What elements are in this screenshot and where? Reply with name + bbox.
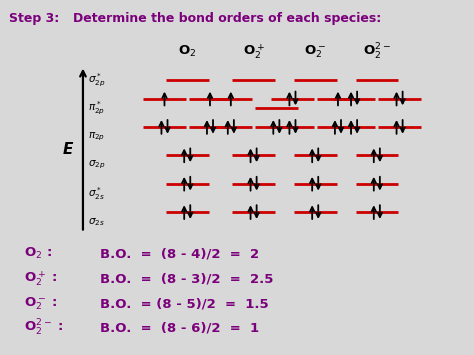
Text: $\pi_{2p}$: $\pi_{2p}$	[88, 131, 105, 143]
Text: O$_2^{2-}$: O$_2^{2-}$	[363, 42, 391, 61]
Text: B.O.  = (8 - 5)/2  =  1.5: B.O. = (8 - 5)/2 = 1.5	[100, 297, 268, 310]
Text: $\sigma_{2s}$: $\sigma_{2s}$	[88, 216, 104, 228]
Text: B.O.  =  (8 - 3)/2  =  2.5: B.O. = (8 - 3)/2 = 2.5	[100, 272, 273, 285]
Text: O$_2^-$ :: O$_2^-$ :	[24, 295, 57, 312]
Text: O$_2^{2-}$ :: O$_2^{2-}$ :	[24, 318, 63, 338]
Text: O$_2^+$ :: O$_2^+$ :	[24, 269, 57, 288]
Text: B.O.  =  (8 - 6)/2  =  1: B.O. = (8 - 6)/2 = 1	[100, 322, 259, 335]
Text: E: E	[63, 142, 73, 157]
Text: $\pi_{2p}^*$: $\pi_{2p}^*$	[88, 99, 105, 117]
Text: $\sigma_{2p}^*$: $\sigma_{2p}^*$	[88, 71, 105, 89]
Text: O$_2^-$: O$_2^-$	[304, 43, 326, 60]
Text: O$_2$ :: O$_2$ :	[24, 246, 52, 261]
Text: Step 3:: Step 3:	[9, 12, 60, 26]
Text: $\sigma_{2p}$: $\sigma_{2p}$	[88, 159, 105, 171]
Text: Determine the bond orders of each species:: Determine the bond orders of each specie…	[73, 12, 382, 26]
Text: O$_2$: O$_2$	[178, 44, 196, 59]
Text: O$_2^+$: O$_2^+$	[243, 42, 264, 61]
Text: B.O.  =  (8 - 4)/2  =  2: B.O. = (8 - 4)/2 = 2	[100, 247, 259, 260]
Text: $\sigma_{2s}^*$: $\sigma_{2s}^*$	[88, 185, 104, 202]
